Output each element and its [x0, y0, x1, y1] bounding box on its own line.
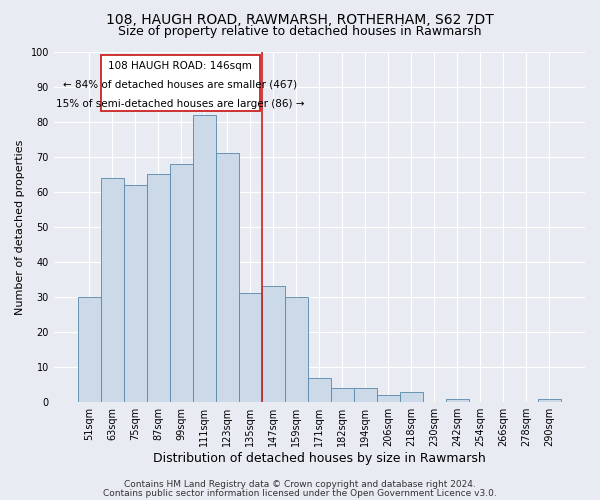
Bar — [377, 395, 400, 402]
Bar — [285, 297, 308, 402]
Bar — [78, 297, 101, 402]
Text: 108, HAUGH ROAD, RAWMARSH, ROTHERHAM, S62 7DT: 108, HAUGH ROAD, RAWMARSH, ROTHERHAM, S6… — [106, 12, 494, 26]
Bar — [446, 398, 469, 402]
Bar — [538, 398, 561, 402]
Text: Contains public sector information licensed under the Open Government Licence v3: Contains public sector information licen… — [103, 488, 497, 498]
Text: Size of property relative to detached houses in Rawmarsh: Size of property relative to detached ho… — [118, 25, 482, 38]
Bar — [262, 286, 285, 402]
Bar — [101, 178, 124, 402]
Text: ← 84% of detached houses are smaller (467): ← 84% of detached houses are smaller (46… — [63, 80, 298, 90]
Y-axis label: Number of detached properties: Number of detached properties — [15, 139, 25, 314]
Bar — [147, 174, 170, 402]
Bar — [193, 114, 216, 402]
Bar — [170, 164, 193, 402]
Bar — [331, 388, 354, 402]
Text: Contains HM Land Registry data © Crown copyright and database right 2024.: Contains HM Land Registry data © Crown c… — [124, 480, 476, 489]
Bar — [400, 392, 423, 402]
Bar — [124, 185, 147, 402]
Bar — [239, 294, 262, 402]
Bar — [354, 388, 377, 402]
X-axis label: Distribution of detached houses by size in Rawmarsh: Distribution of detached houses by size … — [153, 452, 486, 465]
Bar — [308, 378, 331, 402]
Bar — [216, 153, 239, 402]
Text: 15% of semi-detached houses are larger (86) →: 15% of semi-detached houses are larger (… — [56, 98, 305, 108]
Text: 108 HAUGH ROAD: 146sqm: 108 HAUGH ROAD: 146sqm — [109, 61, 252, 71]
FancyBboxPatch shape — [101, 55, 260, 111]
